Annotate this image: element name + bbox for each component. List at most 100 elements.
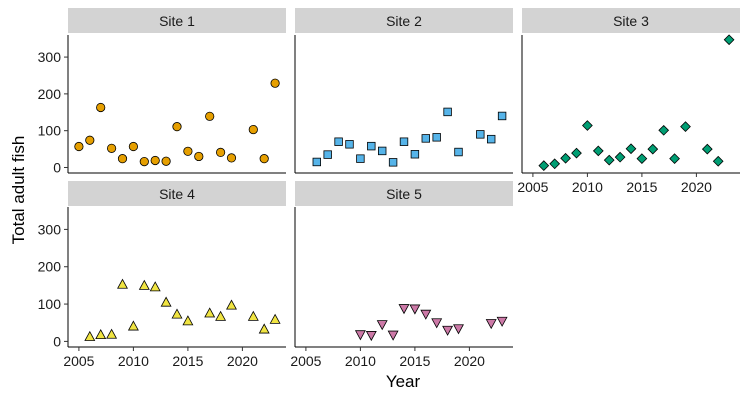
data-point bbox=[476, 130, 485, 139]
data-point bbox=[399, 137, 409, 146]
data-point bbox=[410, 150, 420, 159]
data-point bbox=[161, 156, 171, 166]
data-point bbox=[571, 147, 582, 159]
data-point bbox=[431, 318, 443, 329]
x-tick-label: 2020 bbox=[681, 179, 712, 195]
data-point bbox=[538, 160, 550, 172]
data-point bbox=[139, 156, 149, 167]
data-point bbox=[658, 124, 670, 136]
data-point bbox=[496, 316, 508, 327]
data-point bbox=[636, 153, 648, 165]
panel-strip-label: Site 5 bbox=[386, 186, 422, 202]
data-point bbox=[270, 78, 280, 88]
data-point bbox=[204, 307, 216, 318]
data-point bbox=[377, 146, 387, 156]
data-point bbox=[312, 157, 321, 167]
data-point bbox=[160, 296, 172, 307]
panel-strip-label: Site 1 bbox=[159, 13, 195, 29]
y-tick-label: 100 bbox=[38, 296, 62, 312]
data-point bbox=[247, 310, 259, 321]
x-tick-label: 2020 bbox=[227, 353, 258, 369]
x-tick-label: 2010 bbox=[572, 179, 603, 195]
data-point bbox=[625, 143, 637, 155]
data-point bbox=[138, 279, 150, 290]
panel-3: Site 3 2005 2010 2015 2020 bbox=[517, 8, 740, 195]
y-tick-label: 200 bbox=[38, 86, 62, 102]
data-point bbox=[549, 158, 561, 170]
data-point bbox=[365, 331, 377, 342]
x-tick-label: 2010 bbox=[118, 353, 149, 369]
data-point bbox=[387, 330, 399, 341]
x-tick-label: 2015 bbox=[626, 179, 657, 195]
data-point bbox=[84, 330, 96, 341]
panel-4: Site 4 0 100 200 300 2005 2010 2015 2020 bbox=[38, 181, 286, 369]
data-point bbox=[258, 323, 270, 334]
data-point bbox=[74, 141, 84, 152]
y-tick-label: 300 bbox=[38, 49, 62, 65]
data-point bbox=[117, 154, 128, 164]
data-point bbox=[205, 111, 215, 121]
panel-5: Site 5 2005 2010 2015 2020 bbox=[290, 181, 513, 369]
data-point bbox=[183, 146, 193, 156]
y-tick-label: 200 bbox=[38, 259, 62, 275]
x-axis-title: Year bbox=[386, 372, 421, 391]
data-point bbox=[420, 309, 432, 320]
data-point bbox=[712, 155, 724, 167]
data-point bbox=[614, 151, 626, 163]
y-tick-label: 100 bbox=[38, 123, 62, 139]
data-point bbox=[107, 143, 117, 153]
y-tick-label: 0 bbox=[53, 333, 61, 349]
panel-strip bbox=[68, 8, 286, 33]
data-point bbox=[669, 153, 680, 165]
data-point bbox=[354, 330, 366, 341]
data-point bbox=[398, 304, 410, 315]
x-tick-label: 2020 bbox=[454, 353, 485, 369]
data-point bbox=[486, 134, 496, 144]
data-point bbox=[432, 133, 441, 142]
data-point bbox=[194, 151, 204, 162]
data-point bbox=[421, 134, 430, 143]
panel-strip bbox=[295, 181, 513, 206]
data-point bbox=[106, 328, 118, 339]
data-point bbox=[388, 158, 398, 167]
data-point bbox=[150, 155, 160, 166]
data-point bbox=[323, 150, 332, 159]
panels-layer: Site 1 0 100 200 300 Site 2 Site 3 2005 2010 2015… bbox=[38, 8, 740, 369]
data-point bbox=[182, 315, 194, 326]
panel-strip-label: Site 2 bbox=[386, 13, 422, 29]
x-tick-label: 2015 bbox=[399, 353, 430, 369]
panel-2: Site 2 bbox=[294, 8, 513, 174]
data-point bbox=[454, 147, 463, 157]
panel-strip bbox=[522, 8, 740, 33]
data-point bbox=[216, 147, 226, 157]
data-point bbox=[356, 154, 365, 163]
data-point bbox=[442, 325, 454, 336]
x-tick-label: 2015 bbox=[172, 353, 203, 369]
panel-strip bbox=[68, 181, 286, 206]
panel-strip-label: Site 4 bbox=[159, 186, 195, 202]
data-point bbox=[560, 152, 571, 164]
data-point bbox=[127, 320, 139, 331]
x-tick-label: 2005 bbox=[290, 353, 321, 369]
data-point bbox=[117, 278, 128, 289]
data-point bbox=[582, 120, 593, 131]
data-point bbox=[248, 124, 258, 135]
data-point bbox=[345, 140, 354, 149]
data-point bbox=[269, 313, 281, 324]
y-tick-label: 300 bbox=[38, 221, 62, 237]
data-point bbox=[226, 299, 237, 310]
data-point bbox=[128, 141, 138, 152]
x-tick-label: 2005 bbox=[63, 353, 94, 369]
data-point bbox=[149, 281, 161, 292]
data-point bbox=[259, 154, 269, 164]
data-point bbox=[215, 310, 227, 321]
data-point bbox=[453, 324, 464, 335]
data-point bbox=[171, 308, 183, 319]
y-tick-label: 0 bbox=[53, 159, 61, 175]
data-point bbox=[647, 143, 659, 155]
data-point bbox=[680, 121, 691, 132]
panel-strip-label: Site 3 bbox=[613, 13, 649, 29]
data-point bbox=[172, 122, 182, 132]
data-point bbox=[497, 111, 507, 121]
